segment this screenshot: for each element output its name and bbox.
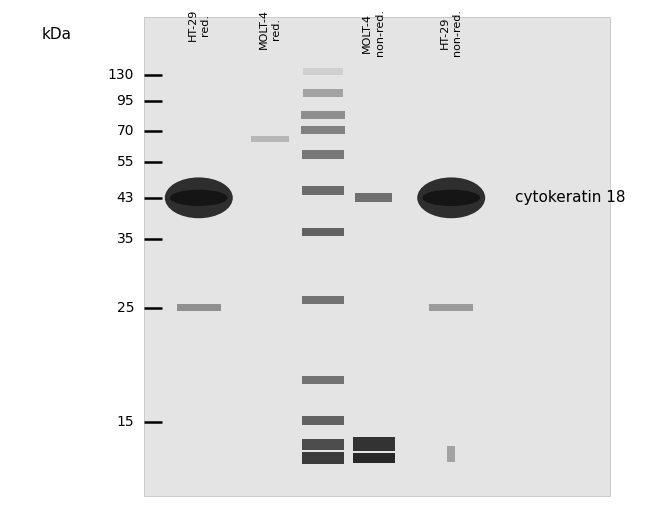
Text: 15: 15 — [116, 416, 134, 429]
Bar — [302, 296, 344, 304]
Ellipse shape — [422, 190, 480, 206]
Text: kDa: kDa — [42, 27, 72, 42]
Bar — [429, 304, 473, 311]
Bar — [302, 416, 344, 425]
Bar — [352, 437, 395, 451]
Text: 43: 43 — [116, 191, 134, 205]
Bar — [355, 193, 393, 203]
Ellipse shape — [170, 190, 228, 206]
Text: HT-29
red.: HT-29 red. — [188, 9, 210, 42]
Bar — [251, 136, 289, 143]
Bar — [447, 446, 455, 462]
Bar — [302, 452, 344, 464]
Bar — [301, 126, 345, 134]
Bar — [301, 111, 345, 119]
Bar — [302, 228, 344, 236]
Text: HT-29
non-red.: HT-29 non-red. — [440, 9, 462, 56]
Bar — [144, 17, 610, 496]
Text: cytokeratin 18: cytokeratin 18 — [515, 190, 626, 205]
Ellipse shape — [417, 177, 485, 218]
Bar — [302, 186, 344, 195]
Text: 70: 70 — [116, 125, 134, 139]
Bar — [352, 453, 395, 463]
Text: 95: 95 — [116, 94, 134, 108]
Text: 130: 130 — [108, 68, 134, 83]
Text: MOLT-4
non-red.: MOLT-4 non-red. — [362, 9, 385, 56]
Text: 25: 25 — [116, 301, 134, 314]
Bar — [303, 89, 343, 97]
Ellipse shape — [165, 177, 233, 218]
Bar — [177, 304, 221, 311]
Bar — [302, 150, 344, 159]
Bar — [302, 439, 344, 450]
Text: 35: 35 — [116, 232, 134, 246]
Text: MOLT-4
red.: MOLT-4 red. — [259, 9, 281, 49]
Text: 55: 55 — [116, 155, 134, 169]
Bar — [303, 68, 343, 75]
Bar — [302, 376, 344, 384]
